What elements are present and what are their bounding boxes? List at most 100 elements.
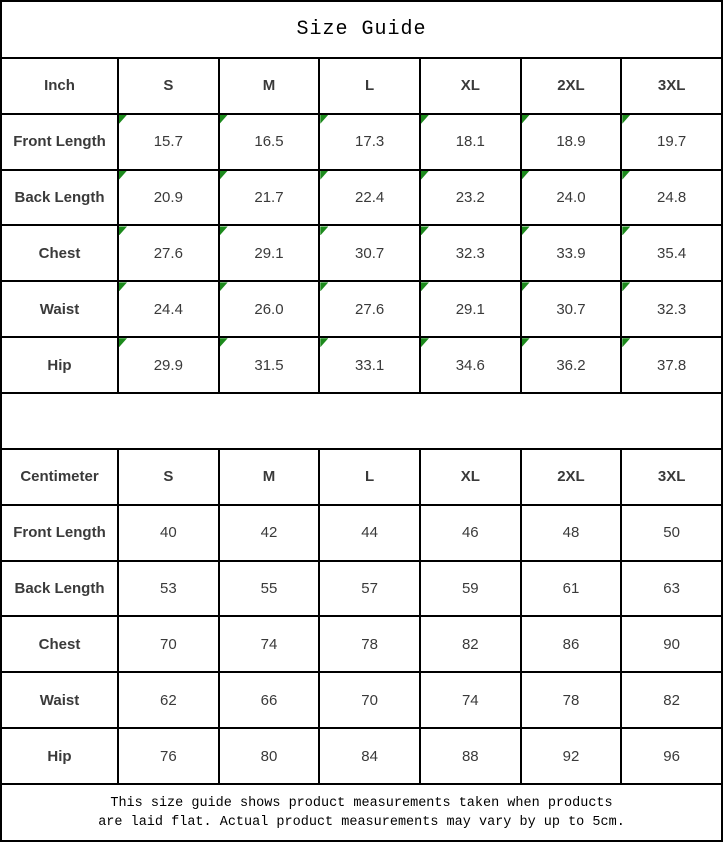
measurement-value-cell: 44 (318, 503, 421, 562)
footer-row: This size guide shows product measuremen… (0, 783, 723, 842)
measurement-value-cell: 42 (217, 503, 321, 562)
measurement-value-cell: 59 (418, 559, 522, 618)
measurement-value-cell: 24.0 (519, 168, 623, 227)
size-column-header: S (117, 447, 220, 506)
measurement-value-cell: 53 (117, 559, 220, 618)
measurement-value-cell: 40 (117, 503, 220, 562)
corner-marker-icon (220, 115, 228, 124)
corner-marker-icon (119, 227, 127, 236)
corner-marker-icon (119, 283, 127, 292)
measurement-value-cell: 33.1 (318, 336, 421, 395)
measurement-value-cell: 48 (519, 503, 623, 562)
measurement-value-cell: 62 (117, 671, 220, 730)
measurement-value-cell: 29.9 (117, 336, 220, 395)
measurement-value-cell: 15.7 (117, 112, 220, 171)
measurement-value-cell: 30.7 (318, 224, 421, 283)
measurement-value-cell: 27.6 (117, 224, 220, 283)
measurement-value-cell: 96 (620, 727, 723, 786)
unit-header-row-inch: Inch S M L XL 2XL 3XL (0, 56, 723, 115)
measurement-value-cell: 32.3 (418, 224, 522, 283)
measurement-row-label: Back Length (0, 559, 119, 618)
measurement-row: Back Length 53 55 57 59 61 63 (0, 559, 723, 618)
measurement-value-cell: 70 (318, 671, 421, 730)
measurement-row-label: Back Length (0, 168, 119, 227)
measurement-row: Hip 29.9 31.5 33.1 34.6 36.2 37.8 (0, 336, 723, 395)
measurement-value-cell: 31.5 (217, 336, 321, 395)
size-column-header: XL (418, 447, 522, 506)
size-column-header: 2XL (519, 56, 623, 115)
measurement-value-cell: 84 (318, 727, 421, 786)
corner-marker-icon (623, 339, 631, 348)
corner-marker-icon (623, 171, 631, 180)
corner-marker-icon (119, 115, 127, 124)
measurement-value-cell: 50 (620, 503, 723, 562)
measurement-value-cell: 19.7 (620, 112, 723, 171)
measurement-value-cell: 29.1 (418, 280, 522, 339)
title-section: Size Guide (0, 0, 723, 59)
corner-marker-icon (220, 283, 228, 292)
measurement-row-label: Waist (0, 671, 119, 730)
size-column-header: L (318, 447, 421, 506)
size-column-header: M (217, 447, 321, 506)
measurement-value-cell: 23.2 (418, 168, 522, 227)
measurement-value-cell: 63 (620, 559, 723, 618)
measurement-row: Waist 24.4 26.0 27.6 29.1 30.7 32.3 (0, 280, 723, 339)
footer-note: This size guide shows product measuremen… (0, 783, 723, 842)
corner-marker-icon (421, 171, 429, 180)
corner-marker-icon (623, 115, 631, 124)
measurement-value-cell: 92 (519, 727, 623, 786)
measurement-value-cell: 82 (418, 615, 522, 674)
measurement-value-cell: 18.9 (519, 112, 623, 171)
measurement-row-label: Chest (0, 615, 119, 674)
measurement-value-cell: 21.7 (217, 168, 321, 227)
measurement-value-cell: 90 (620, 615, 723, 674)
measurement-row-label: Hip (0, 727, 119, 786)
measurement-value-cell: 24.8 (620, 168, 723, 227)
corner-marker-icon (623, 227, 631, 236)
measurement-value-cell: 32.3 (620, 280, 723, 339)
measurement-value-cell: 17.3 (318, 112, 421, 171)
measurement-value-cell: 78 (519, 671, 623, 730)
measurement-value-cell: 36.2 (519, 336, 623, 395)
measurement-value-cell: 76 (117, 727, 220, 786)
measurement-row-label: Front Length (0, 503, 119, 562)
corner-marker-icon (321, 339, 329, 348)
corner-marker-icon (623, 283, 631, 292)
measurement-value-cell: 16.5 (217, 112, 321, 171)
measurement-value-cell: 86 (519, 615, 623, 674)
measurement-value-cell: 57 (318, 559, 421, 618)
page-title: Size Guide (0, 0, 723, 59)
corner-marker-icon (321, 115, 329, 124)
measurement-value-cell: 22.4 (318, 168, 421, 227)
footer-section: This size guide shows product measuremen… (0, 783, 723, 842)
measurement-value-cell: 82 (620, 671, 723, 730)
size-column-header: 3XL (620, 447, 723, 506)
footer-note-line1: This size guide shows product measuremen… (110, 795, 613, 811)
corner-marker-icon (522, 171, 530, 180)
measurement-value-cell: 35.4 (620, 224, 723, 283)
footer-note-line2: are laid flat. Actual product measuremen… (98, 814, 625, 830)
unit-header-row-centimeter: Centimeter S M L XL 2XL 3XL (0, 447, 723, 506)
corner-marker-icon (321, 227, 329, 236)
size-column-header: 2XL (519, 447, 623, 506)
measurement-row: Front Length 15.7 16.5 17.3 18.1 18.9 19.7 (0, 112, 723, 171)
size-column-header: M (217, 56, 321, 115)
measurement-value-cell: 34.6 (418, 336, 522, 395)
measurement-row: Chest 70 74 78 82 86 90 (0, 615, 723, 674)
measurement-row-label: Waist (0, 280, 119, 339)
corner-marker-icon (220, 227, 228, 236)
corner-marker-icon (421, 283, 429, 292)
measurement-rows: Inch S M L XL 2XL 3XL Front Length 15.7 16.5 17.3 1… (0, 56, 723, 786)
spacer-row (0, 392, 723, 450)
measurement-value-cell: 30.7 (519, 280, 623, 339)
measurement-value-cell: 66 (217, 671, 321, 730)
measurement-value-cell: 55 (217, 559, 321, 618)
measurement-value-cell: 78 (318, 615, 421, 674)
measurement-value-cell: 37.8 (620, 336, 723, 395)
measurement-value-cell: 80 (217, 727, 321, 786)
corner-marker-icon (522, 283, 530, 292)
corner-marker-icon (220, 171, 228, 180)
measurement-row-label: Chest (0, 224, 119, 283)
measurement-value-cell: 88 (418, 727, 522, 786)
measurement-value-cell: 20.9 (117, 168, 220, 227)
